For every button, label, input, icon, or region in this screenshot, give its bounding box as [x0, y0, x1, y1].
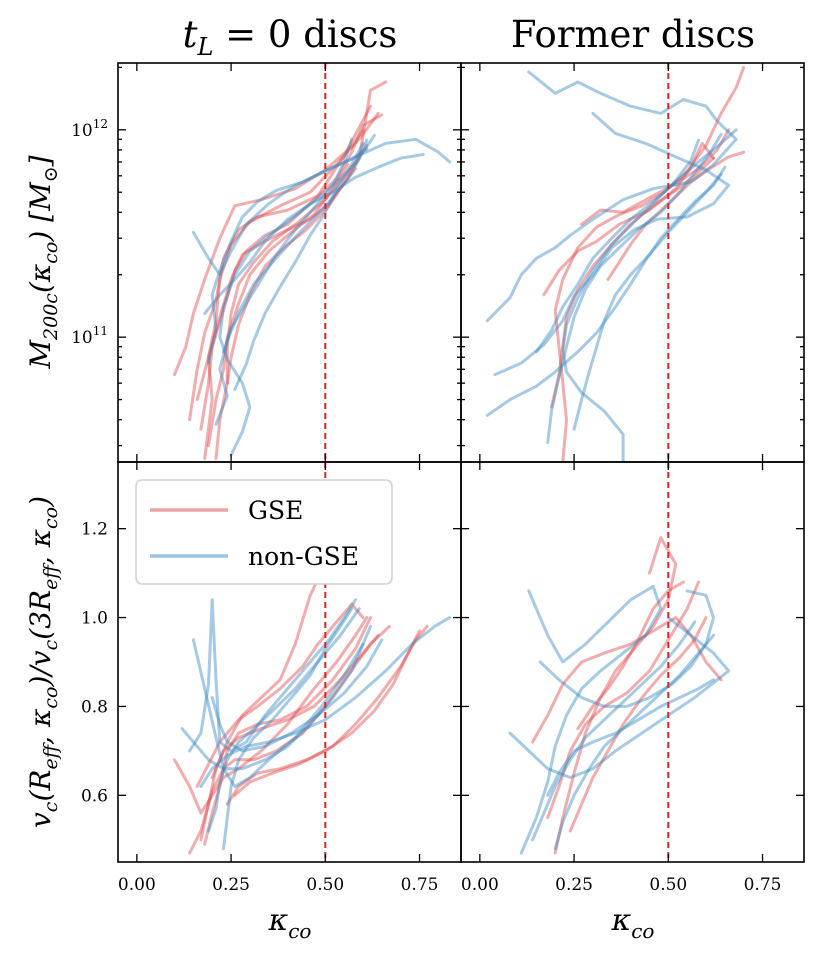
gse-track-3: [214, 144, 369, 460]
panel-bottom-left: 0.00 0.25 0.50 0.75 0.6 0.8 1.0 1.2: [81, 461, 462, 895]
axes-frame-top-right: [460, 62, 805, 463]
title-left: tL = 0 discs: [183, 13, 398, 61]
panel-top-right: [460, 62, 805, 463]
gse-track-6: [233, 629, 421, 797]
y-tick-label: 1012: [71, 117, 108, 141]
non-gse-track-5: [546, 678, 715, 797]
non-gse-track-3: [553, 633, 715, 851]
plot-area-bottom-left: [173, 562, 452, 855]
axes-frame-top-left: [117, 62, 462, 463]
non-gse-track-6: [180, 642, 365, 771]
y-tick-label: 0.6: [81, 786, 108, 806]
non-gse-track-1: [493, 111, 731, 377]
non-gse-track-0: [485, 70, 738, 323]
gse-track-1: [203, 616, 372, 846]
legend-label-non-gse: non-GSE: [248, 542, 359, 571]
non-gse-track-0: [519, 584, 663, 855]
panel-bottom-right: 0.00 0.25 0.50 0.75: [460, 461, 805, 895]
plot-area-top-right: [485, 65, 746, 462]
non-gse-track-1: [508, 616, 731, 780]
non-gse-track-0: [191, 137, 452, 277]
x-tick-label: 0.75: [401, 875, 439, 895]
y-tick-label: 1.2: [81, 520, 108, 540]
non-gse-track-1: [207, 147, 369, 365]
plot-area-top-left: [173, 80, 452, 460]
legend-box: [135, 479, 393, 585]
gse-track-2: [188, 624, 391, 855]
ylabel-bottom: vc(Reff, κco)/vc(3Reff, κco): [24, 496, 62, 828]
gse-track-5: [210, 633, 380, 780]
non-gse-track-6: [222, 137, 354, 354]
gse-track-6: [225, 80, 388, 385]
x-tick-label: 0.75: [744, 875, 782, 895]
x-tick-label: 0.00: [118, 875, 156, 895]
gse-track-0: [546, 580, 700, 820]
non-gse-track-6: [572, 172, 723, 431]
title-right: Former discs: [511, 13, 755, 56]
y-tick-label: 1.0: [81, 609, 108, 629]
gse-track-4: [580, 128, 731, 226]
gse-track-1: [553, 536, 678, 855]
plot-area-bottom-right: [508, 536, 731, 855]
non-gse-track-5: [203, 153, 425, 315]
gse-track-3: [568, 616, 708, 833]
gse-track-0: [173, 128, 365, 377]
gse-track-7: [195, 602, 365, 788]
non-gse-track-1: [191, 624, 372, 788]
legend-label-gse: GSE: [248, 496, 303, 525]
non-gse-track-4: [222, 607, 354, 851]
gse-track-2: [531, 616, 723, 744]
gse-track-3: [550, 156, 715, 409]
non-gse-track-5: [210, 638, 384, 753]
gse-track-2: [188, 104, 372, 422]
non-gse-track-4: [233, 141, 365, 391]
gse-track-7: [195, 167, 357, 402]
gse-track-4: [199, 113, 384, 431]
panel-top-left: 1011 1012: [71, 62, 462, 463]
gse-track-5: [207, 163, 350, 448]
non-gse-track-3: [199, 616, 452, 788]
y-tick-label: 1011: [71, 324, 108, 348]
x-tick-label: 0.25: [212, 875, 250, 895]
gse-track-0: [553, 65, 746, 462]
y-tick-label: 0.8: [81, 697, 108, 717]
non-gse-track-4: [538, 589, 715, 708]
x-tick-label: 0.50: [649, 875, 687, 895]
ylabel-top: M200c(κco) [M⊙]: [24, 155, 62, 369]
non-gse-track-4: [485, 165, 727, 417]
xlabel-left: κco: [268, 903, 312, 943]
non-gse-track-2: [546, 132, 723, 445]
xlabel-right: κco: [611, 903, 655, 943]
x-tick-label: 0.50: [306, 875, 344, 895]
gse-track-4: [199, 562, 327, 842]
gse-track-0: [173, 616, 369, 815]
gse-track-1: [203, 111, 380, 460]
non-gse-track-2: [531, 620, 697, 842]
non-gse-track-3: [214, 133, 376, 426]
non-gse-track-5: [534, 128, 738, 354]
non-gse-track-2: [218, 138, 369, 457]
axes-frame-bottom-right: [460, 461, 805, 863]
non-gse-track-3: [561, 138, 700, 462]
x-tick-label: 0.00: [461, 875, 499, 895]
x-tick-label: 0.25: [555, 875, 593, 895]
gse-track-4: [576, 580, 685, 731]
gse-track-1: [542, 141, 715, 297]
gse-track-3: [225, 624, 429, 806]
